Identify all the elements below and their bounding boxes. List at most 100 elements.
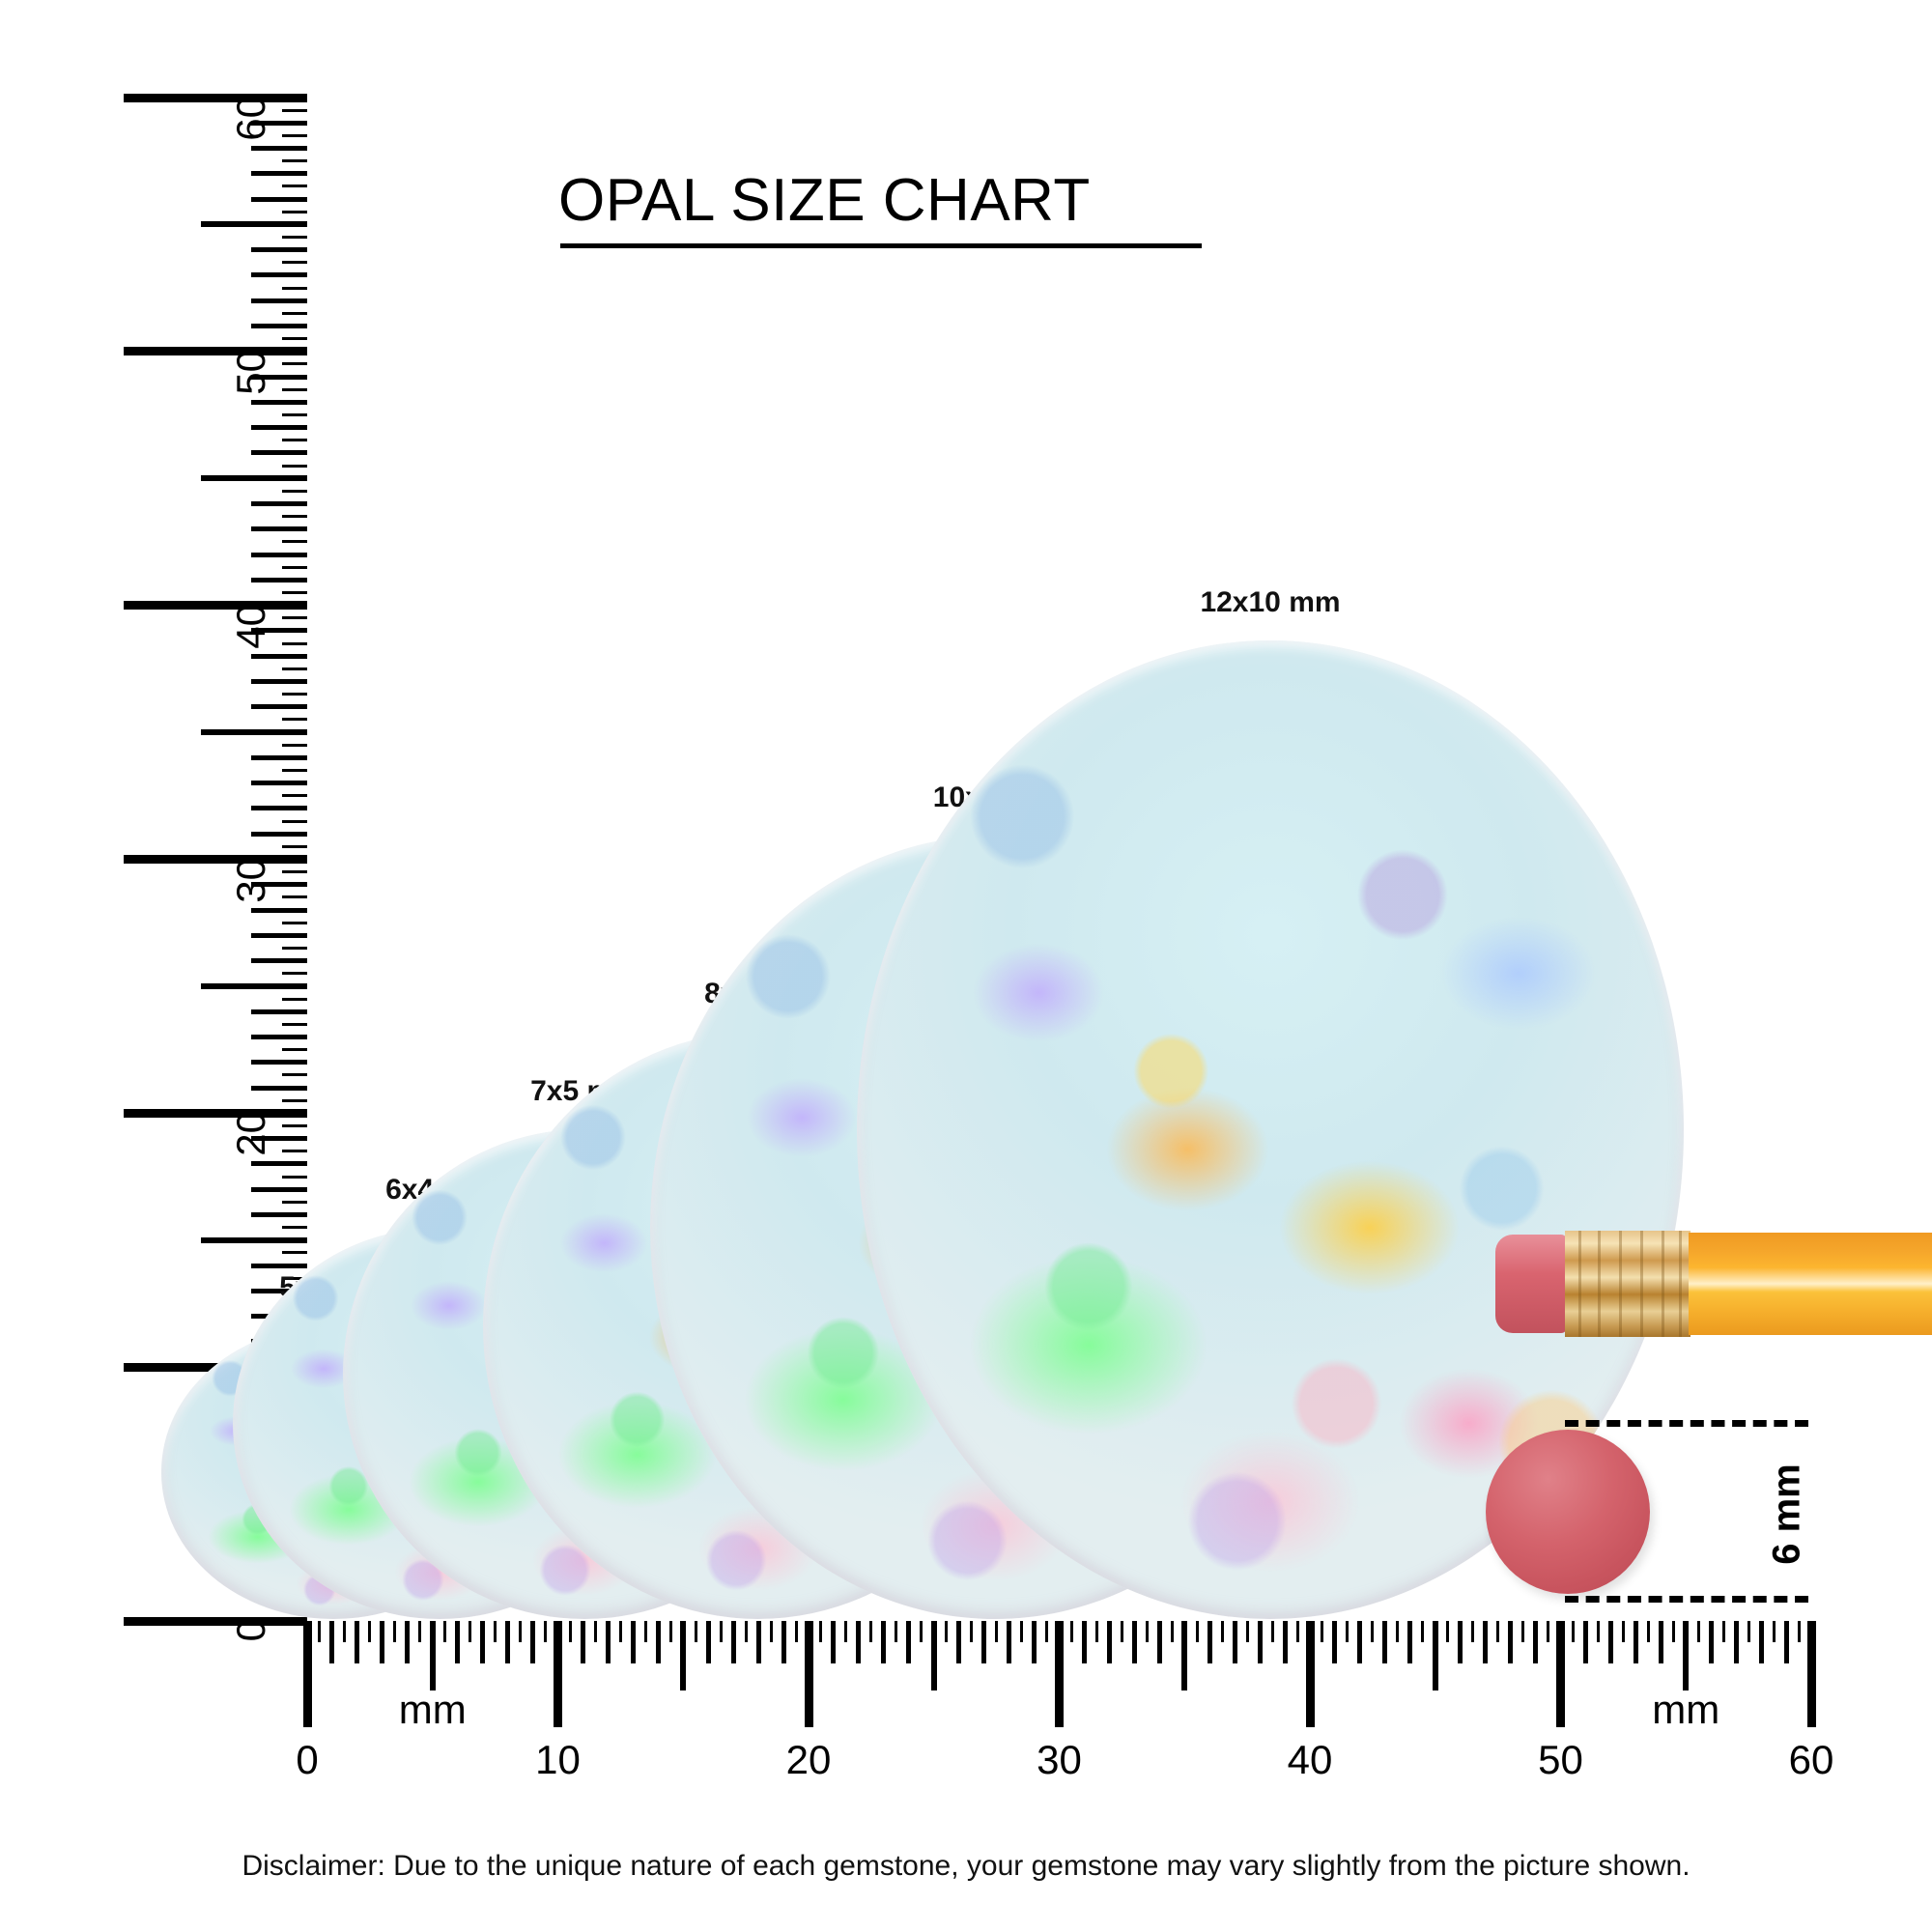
- hruler-minor-tick: [1295, 1621, 1299, 1642]
- vruler-minor-tick: [282, 819, 307, 823]
- hruler-minor-tick: [1020, 1621, 1024, 1642]
- hruler-minor-tick: [1007, 1621, 1012, 1663]
- hruler-minor-tick: [1195, 1621, 1199, 1642]
- vruler-minor-tick: [282, 693, 307, 696]
- vruler-minor-tick: [282, 1150, 307, 1153]
- hruler-major-tick: [302, 1621, 312, 1727]
- vruler-minor-tick: [251, 247, 307, 253]
- hruler-minor-tick: [1321, 1621, 1324, 1642]
- hruler-minor-tick: [455, 1621, 461, 1663]
- hruler-minor-tick: [1533, 1621, 1539, 1663]
- vruler-major-tick: [124, 1108, 307, 1118]
- hruler-major-tick: [804, 1621, 813, 1727]
- vruler-minor-tick: [282, 1200, 307, 1204]
- hruler-minor-tick: [1696, 1621, 1700, 1642]
- hruler-minor-tick: [1658, 1621, 1663, 1663]
- hruler-minor-tick: [1156, 1621, 1162, 1663]
- hruler-minor-tick: [1207, 1621, 1212, 1663]
- hruler-minor-tick: [1496, 1621, 1500, 1642]
- vruler-minor-tick: [282, 540, 307, 544]
- hruler-minor-tick: [1607, 1621, 1613, 1663]
- vruler-minor-tick: [251, 806, 307, 811]
- hruler-mid-tick: [429, 1621, 436, 1690]
- vruler-minor-tick: [282, 439, 307, 442]
- vruler-mid-tick: [201, 982, 307, 989]
- vruler-minor-tick: [251, 704, 307, 710]
- vruler-minor-tick: [251, 399, 307, 405]
- hruler-minor-tick: [755, 1621, 761, 1663]
- hruler-minor-tick: [1797, 1621, 1801, 1642]
- hruler-major-tick: [1556, 1621, 1565, 1727]
- hruler-minor-tick: [380, 1621, 385, 1663]
- hruler-minor-tick: [1094, 1621, 1098, 1642]
- vruler-minor-tick: [251, 1136, 307, 1142]
- vruler-minor-tick: [282, 413, 307, 417]
- hruler-minor-tick: [1106, 1621, 1112, 1663]
- hruler-label: 0: [296, 1737, 319, 1782]
- vruler-minor-tick: [282, 743, 307, 747]
- vruler-minor-tick: [251, 577, 307, 582]
- hruler-minor-tick: [1733, 1621, 1739, 1663]
- hruler-minor-tick: [1421, 1621, 1425, 1642]
- page-title: OPAL SIZE CHART: [558, 167, 1091, 234]
- hruler-label: 60: [1788, 1737, 1834, 1782]
- vruler-minor-tick: [251, 1085, 307, 1091]
- title-underline: [560, 243, 1202, 248]
- hruler-minor-tick: [819, 1621, 823, 1642]
- hruler-minor-tick: [1332, 1621, 1338, 1663]
- vruler-minor-tick: [282, 641, 307, 645]
- vruler-minor-tick: [282, 1175, 307, 1179]
- vruler-minor-tick: [282, 844, 307, 848]
- hruler-minor-tick: [1721, 1621, 1725, 1642]
- hruler-label: 30: [1037, 1737, 1082, 1782]
- eraser-disc-reference: [1486, 1430, 1650, 1594]
- hruler-minor-tick: [580, 1621, 585, 1663]
- vruler-major-tick: [124, 855, 307, 864]
- vruler-minor-tick: [251, 374, 307, 380]
- vruler-minor-tick: [251, 324, 307, 329]
- hruler-minor-tick: [1758, 1621, 1764, 1663]
- vruler-minor-tick: [282, 667, 307, 670]
- hruler-minor-tick: [1547, 1621, 1550, 1642]
- hruler-minor-tick: [1446, 1621, 1450, 1642]
- vruler-label: 0: [228, 1619, 273, 1642]
- hruler-minor-tick: [494, 1621, 497, 1642]
- vruler-minor-tick: [282, 895, 307, 899]
- hruler-minor-tick: [1772, 1621, 1776, 1642]
- vruler-minor-tick: [282, 515, 307, 519]
- vruler-minor-tick: [251, 501, 307, 507]
- vruler-minor-tick: [282, 311, 307, 315]
- hruler-minor-tick: [630, 1621, 636, 1663]
- pencil-ferrule-icon: [1565, 1231, 1690, 1337]
- hruler-minor-tick: [668, 1621, 672, 1642]
- vruler-minor-tick: [282, 870, 307, 874]
- vruler-minor-tick: [282, 1226, 307, 1230]
- vruler-minor-tick: [251, 1186, 307, 1192]
- hruler-minor-tick: [418, 1621, 422, 1642]
- vruler-mid-tick: [201, 1236, 307, 1243]
- hruler-mid-tick: [930, 1621, 937, 1690]
- vruler-minor-tick: [251, 781, 307, 786]
- hruler-minor-tick: [1571, 1621, 1575, 1642]
- hruler-minor-tick: [605, 1621, 611, 1663]
- vruler-minor-tick: [282, 794, 307, 798]
- hruler-minor-tick: [1081, 1621, 1087, 1663]
- hruler-minor-tick: [856, 1621, 862, 1663]
- vruler-minor-tick: [282, 769, 307, 772]
- hruler-minor-tick: [1170, 1621, 1174, 1642]
- vruler-mid-tick: [201, 475, 307, 482]
- vruler-minor-tick: [282, 464, 307, 468]
- vruler-minor-tick: [282, 591, 307, 595]
- hruler-mid-tick: [1432, 1621, 1438, 1690]
- pencil-eraser-icon: [1495, 1235, 1567, 1333]
- vruler-minor-tick: [282, 1123, 307, 1127]
- hruler-major-tick: [1055, 1621, 1064, 1727]
- hruler-minor-tick: [694, 1621, 697, 1642]
- vruler-minor-tick: [251, 958, 307, 964]
- hruler-minor-tick: [769, 1621, 773, 1642]
- hruler-minor-tick: [869, 1621, 873, 1642]
- hruler-minor-tick: [1145, 1621, 1149, 1642]
- hruler-minor-tick: [895, 1621, 898, 1642]
- vruler-minor-tick: [282, 1251, 307, 1255]
- hruler-minor-tick: [1633, 1621, 1638, 1663]
